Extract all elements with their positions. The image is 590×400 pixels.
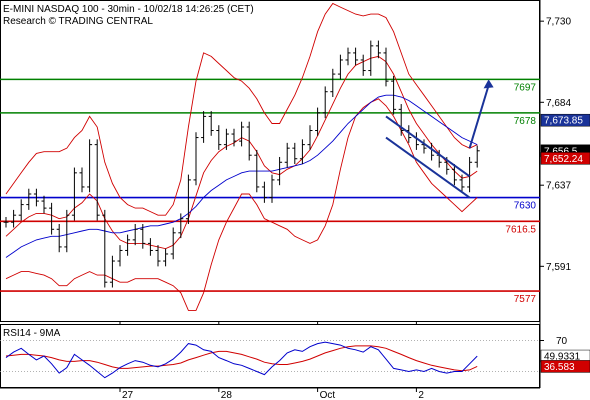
level-label-7577: 7577 — [514, 294, 537, 305]
rsi-badge-1-bg — [540, 360, 590, 373]
price-panel-frame — [0, 0, 540, 322]
level-label-7630: 7630 — [514, 201, 537, 212]
rsi-ma-line — [5, 345, 478, 372]
price-badge-2-bg — [540, 152, 590, 165]
chart-title: E-MINI NASDAQ 100 - 30min - 10/02/18 14:… — [3, 4, 254, 15]
y-tick-label: 7,637 — [546, 181, 571, 192]
level-label-7697: 7697 — [514, 82, 537, 93]
chart-source: Research © TRADING CENTRAL — [3, 16, 153, 27]
forecast-arrow-head — [483, 79, 494, 89]
channel-upper-line — [385, 115, 471, 178]
y-tick-label: 7,684 — [546, 98, 571, 109]
y-tick-label: 7,730 — [546, 17, 571, 28]
channel-lower-line — [385, 136, 471, 199]
ma-blue-line — [5, 94, 478, 258]
level-label-7678: 7678 — [514, 116, 537, 127]
rsi-badge-0: 49.9331 — [544, 352, 581, 363]
x-tick-label-27: 27 — [122, 390, 134, 400]
price-badge-0-bg — [540, 113, 590, 127]
rsi-badge-1: 36.583 — [544, 362, 575, 373]
price-badge-2: 7,652.24 — [544, 154, 583, 165]
rsi-y-tick-label: 70 — [556, 336, 568, 347]
x-tick-label-2: 2 — [418, 390, 424, 400]
level-label-7616.5: 7616.5 — [505, 224, 536, 235]
price-badge-1: 7,656.5 — [544, 146, 578, 157]
price-badge-0: 7,673.85 — [544, 116, 583, 127]
x-tick-label-Oct: Oct — [320, 390, 336, 400]
bollinger-upper-line — [5, 2, 478, 216]
forecast-arrow-shaft — [468, 85, 490, 149]
rsi-title: RSI14 - 9MA — [3, 328, 61, 339]
x-tick-label-28: 28 — [221, 390, 233, 400]
rsi-line — [5, 341, 478, 379]
y-tick-label: 7,591 — [546, 262, 571, 273]
rsi-panel-frame — [0, 324, 540, 388]
